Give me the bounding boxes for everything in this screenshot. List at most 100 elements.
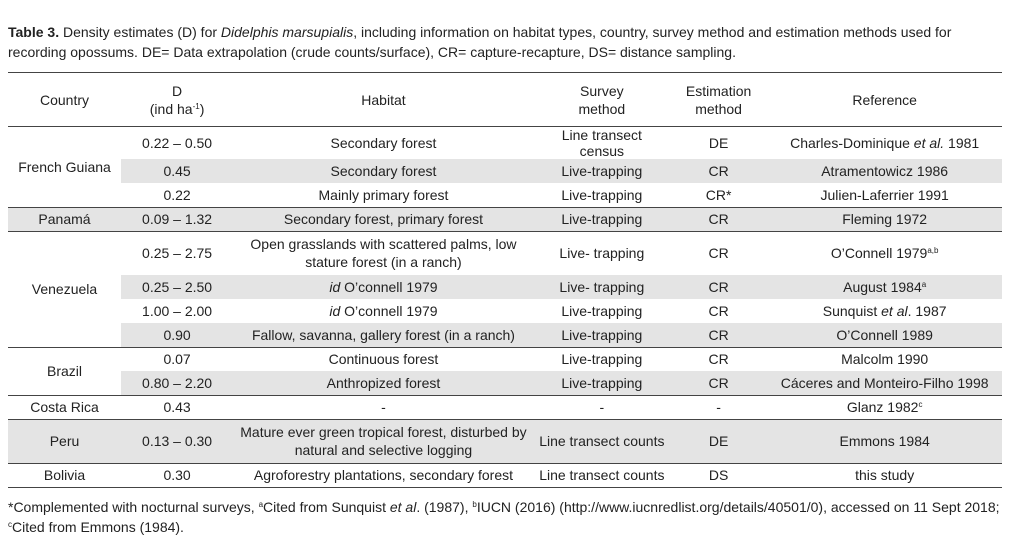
table-row: French Guiana 0.22 – 0.50 Secondary fore…: [8, 127, 1002, 175]
reference-text: August 1984: [843, 279, 922, 295]
country-cell: Peru: [8, 419, 122, 463]
table-row: 0.45 Secondary forest Live-trapping CR A…: [8, 159, 1002, 183]
group-peru: Peru 0.13 – 0.30 Mature ever green tropi…: [8, 419, 1002, 463]
reference-cell: O’Connell 1989: [767, 323, 1002, 347]
species-name: Didelphis marsupialis: [220, 24, 354, 40]
habitat-line: stature forest (in a ranch): [305, 254, 462, 271]
survey-cell: Line transect counts: [539, 467, 665, 483]
survey-cell: Live-trapping: [533, 159, 670, 183]
reference-author: Sunquist: [822, 303, 882, 319]
header-density: D (ind ha-1): [121, 72, 234, 127]
header-estimation-l2: method: [695, 100, 742, 117]
header-density-unit: (ind ha: [149, 100, 193, 117]
table-row: Venezuela 0.25 – 2.75 Open grasslands wi…: [8, 231, 1002, 297]
header-survey-method: Survey method: [533, 72, 670, 127]
survey-cell: Live-trapping: [533, 371, 670, 395]
estimation-cell: CR: [669, 275, 768, 299]
country-cell: Brazil: [47, 363, 83, 379]
footnote-marker: c: [8, 520, 12, 529]
caption-text-b: , including information on habitat types…: [8, 24, 952, 60]
group-french-guiana: French Guiana 0.22 – 0.50 Secondary fore…: [8, 126, 1002, 208]
habitat-source: O’connell 1979: [340, 279, 438, 295]
estimation-cell: DS: [708, 467, 729, 483]
table-row: Peru 0.13 – 0.30 Mature ever green tropi…: [8, 419, 1002, 463]
habitat-cell: Anthropized forest: [233, 371, 534, 395]
density-cell: 0.22 – 0.50: [142, 135, 213, 151]
reference-cell: Atramentowicz 1986: [767, 159, 1002, 183]
group-panama: Panamá 0.09 – 1.32 Secondary forest, pri…: [8, 207, 1002, 231]
header-density-close: ): [199, 100, 205, 117]
estimation-cell: DE: [708, 135, 729, 151]
header-density-symbol: D: [172, 82, 183, 99]
density-cell: 1.00 – 2.00: [142, 303, 213, 319]
reference-cell: August 1984a: [767, 275, 1002, 299]
density-cell: 0.13 – 0.30: [121, 419, 234, 463]
reference-cell: O’Connell 1979a,b: [767, 231, 1002, 275]
table-label: Table 3.: [8, 24, 60, 40]
density-cell: 0.07: [163, 351, 191, 368]
reference-note-marker: c: [918, 400, 923, 409]
estimation-cell: DE: [669, 419, 768, 463]
reference-year: 1981: [944, 135, 980, 151]
header-row: Country D (ind ha-1) Habitat Survey method…: [8, 72, 1002, 127]
survey-cell: Live-trapping: [533, 207, 670, 231]
survey-cell: Line transect counts: [533, 419, 670, 463]
reference-year: . 1987: [907, 303, 947, 319]
reference-cell: Fleming 1972: [767, 207, 1002, 231]
group-bolivia: Bolivia 0.30 Agroforestry plantations, s…: [8, 463, 1002, 487]
header-density-exponent: -1: [192, 101, 200, 111]
habitat-cell: Mature ever green tropical forest, distu…: [233, 419, 534, 463]
density-cell: 0.43: [163, 399, 191, 415]
estimation-cell: -: [716, 399, 721, 415]
habitat-cell: Continuous forest: [328, 351, 439, 368]
country-cell: Venezuela: [31, 281, 98, 297]
reference-etal: et al.: [913, 135, 945, 151]
footnote-text: IUCN (2016) (http://www.iucnredlist.org/…: [476, 499, 1000, 515]
habitat-cell: -: [381, 399, 386, 415]
habitat-source: O’connell 1979: [340, 303, 438, 319]
survey-cell: Live-trapping: [533, 323, 670, 347]
density-cell: 0.80 – 2.20: [121, 371, 234, 395]
table-row: 0.80 – 2.20 Anthropized forest Live-trap…: [8, 371, 1002, 395]
header-survey-l1: Survey: [580, 82, 624, 99]
survey-cell: Live-trapping: [561, 186, 643, 203]
density-cell: 0.30: [163, 467, 191, 483]
country-cell: Bolivia: [43, 467, 86, 483]
habitat-cell: Fallow, savanna, gallery forest (in a ra…: [233, 323, 534, 347]
survey-cell: Live- trapping: [533, 275, 670, 299]
density-cell: 0.22: [163, 186, 191, 203]
reference-etal: et al: [881, 303, 908, 319]
reference-author: Charles-Dominique: [790, 135, 914, 151]
table-row: Brazil 0.07 Continuous forest Live-trapp…: [8, 347, 1002, 379]
survey-cell: Line transect census: [561, 127, 642, 159]
table-footnote: *Complemented with nocturnal surveys, aC…: [8, 497, 1013, 537]
density-cell: 0.90: [121, 323, 234, 347]
estimation-cell: CR: [708, 303, 729, 319]
table-row: 0.90 Fallow, savanna, gallery forest (in…: [8, 323, 1002, 347]
header-reference: Reference: [767, 72, 1002, 127]
density-table: Country D (ind ha-1) Habitat Survey method…: [8, 72, 1002, 488]
country-cell: Panamá: [8, 207, 122, 231]
table-row: 0.22 Mainly primary forest Live-trapping…: [8, 183, 1002, 207]
group-venezuela: Venezuela 0.25 – 2.75 Open grasslands wi…: [8, 231, 1002, 347]
reference-cell: Sunquist et al. 1987: [767, 299, 1002, 323]
habitat-idem: id: [329, 303, 341, 319]
habitat-cell: Open grasslands with scattered palms, lo…: [233, 231, 534, 275]
reference-cell: Glanz 1982c: [767, 395, 1002, 419]
footnote-text: Cited from Sunquist: [263, 499, 390, 515]
caption-text-a: Density estimates (D) for: [59, 24, 221, 40]
estimation-cell: CR: [669, 323, 768, 347]
density-cell: 0.25 – 2.75: [142, 245, 213, 262]
habitat-line: Mature ever green tropical forest, distu…: [240, 424, 527, 440]
habitat-cell: Secondary forest: [233, 159, 534, 183]
habitat-cell: Mainly primary forest: [318, 186, 449, 203]
country-cell: Costa Rica: [30, 399, 99, 415]
habitat-line: natural and selective logging: [294, 442, 473, 458]
habitat-cell: id O’connell 1979: [233, 275, 534, 299]
table-row: Bolivia 0.30 Agroforestry plantations, s…: [8, 463, 1002, 487]
reference-note-marker: a: [921, 280, 927, 289]
reference-cell: this study: [855, 467, 915, 483]
reference-cell: Emmons 1984: [767, 419, 1002, 463]
footnote-text: . (1987),: [416, 499, 473, 515]
survey-cell: -: [599, 399, 605, 415]
